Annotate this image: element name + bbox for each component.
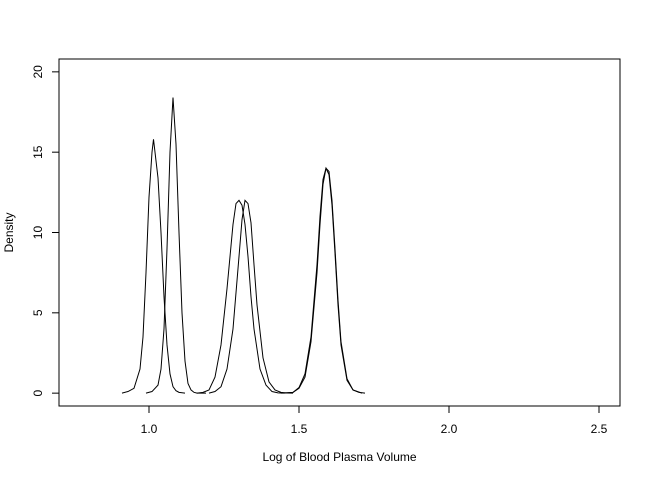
- density-curve-2: [145, 97, 206, 394]
- y-tick-label: 0: [31, 389, 45, 396]
- y-tick-label: 10: [31, 226, 45, 240]
- y-tick-label: 5: [31, 309, 45, 316]
- x-axis: 1.0 1.5 2.0 2.5: [141, 406, 608, 436]
- density-curve-6: [283, 166, 363, 394]
- plot-frame: [58, 58, 621, 407]
- curves-group: [121, 97, 366, 394]
- y-axis-label: Density: [2, 212, 16, 252]
- x-tick-label: 1.0: [141, 422, 158, 436]
- y-tick-label: 15: [31, 145, 45, 159]
- y-tick-label: 20: [31, 65, 45, 79]
- x-tick-label: 2.0: [441, 422, 458, 436]
- density-curve-3: [196, 199, 285, 394]
- y-axis: 0 5 10 15 20: [31, 65, 59, 396]
- x-tick-label: 1.5: [291, 422, 308, 436]
- density-curve-5: [280, 167, 366, 394]
- density-curve-4: [208, 199, 294, 394]
- density-curve-1: [121, 139, 186, 394]
- x-tick-label: 2.5: [591, 422, 608, 436]
- x-axis-label: Log of Blood Plasma Volume: [262, 450, 416, 464]
